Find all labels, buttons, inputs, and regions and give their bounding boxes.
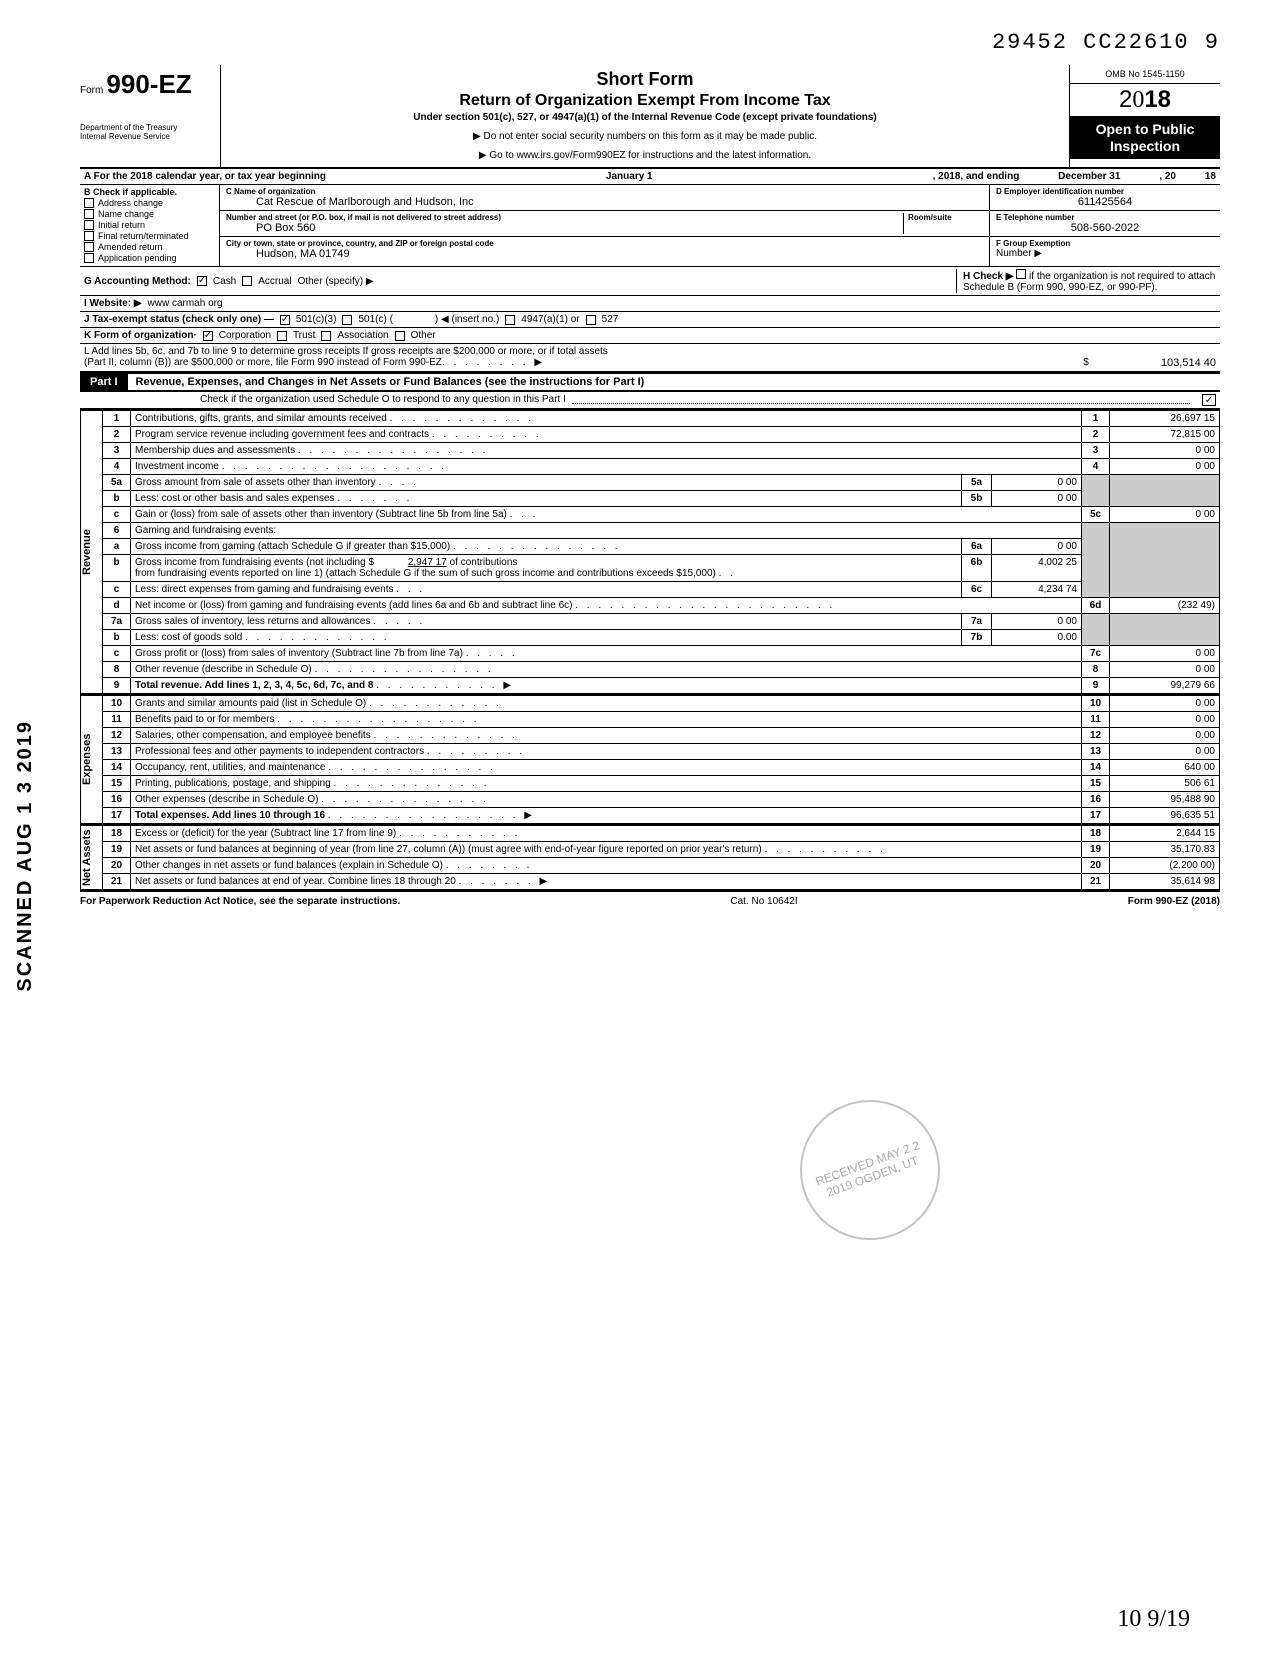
- addr-label: Number and street (or P.O. box, if mail …: [226, 213, 903, 222]
- part1-header: Part I Revenue, Expenses, and Changes in…: [80, 372, 1220, 392]
- chk-schedO[interactable]: ✓: [1202, 394, 1216, 406]
- entity-info-grid: B Check if applicable. Address change Na…: [80, 185, 1220, 267]
- chk-4947[interactable]: [505, 315, 515, 325]
- h-label: H Check ▶: [963, 271, 1013, 282]
- k-label: K Form of organization·: [84, 330, 197, 341]
- omb-number: OMB No 1545-1150: [1070, 65, 1220, 84]
- l-amount: 103,514 40: [1096, 357, 1216, 369]
- f-group-label: F Group Exemption: [996, 239, 1214, 248]
- org-city: Hudson, MA 01749: [226, 248, 983, 260]
- form-header: Form 990-EZ Department of the Treasury I…: [80, 65, 1220, 169]
- scanned-stamp: SCANNED AUG 1 3 2019: [14, 720, 37, 992]
- form-label: Form: [80, 85, 103, 96]
- chk-final[interactable]: [84, 231, 94, 241]
- chk-pending[interactable]: [84, 253, 94, 263]
- chk-corp[interactable]: [203, 331, 213, 341]
- org-address: PO Box 560: [226, 222, 903, 234]
- g-label: G Accounting Method:: [84, 276, 191, 287]
- title-under: Under section 501(c), 527, or 4947(a)(1)…: [225, 112, 1065, 123]
- ein-value: 611425564: [996, 196, 1214, 208]
- title-sub: Return of Organization Exempt From Incom…: [225, 92, 1065, 110]
- chk-527[interactable]: [586, 315, 596, 325]
- d-ein-label: D Employer identification number: [996, 187, 1214, 196]
- chk-initial[interactable]: [84, 220, 94, 230]
- received-stamp: RECEIVED MAY 2 2 2019 OGDEN, UT: [780, 1080, 959, 1259]
- dept-irs: Internal Revenue Service: [80, 133, 214, 142]
- f-number-label: Number ▶: [996, 248, 1214, 259]
- c-name-label: C Name of organization: [226, 187, 983, 196]
- page-footer: For Paperwork Reduction Act Notice, see …: [80, 892, 1220, 907]
- chk-trust[interactable]: [277, 331, 287, 341]
- phone-value: 508-560-2022: [996, 222, 1214, 234]
- room-label: Room/suite: [908, 213, 983, 222]
- org-name: Cat Rescue of Marlborough and Hudson, In…: [226, 196, 983, 208]
- city-label: City or town, state or province, country…: [226, 239, 983, 248]
- i-website-label: I Website: ▶: [84, 298, 142, 309]
- top-stamp: 29452 CC22610 9: [80, 30, 1220, 55]
- open-public: Open to Public: [1072, 121, 1218, 138]
- chk-scheduleb[interactable]: [1016, 269, 1026, 279]
- j-label: J Tax-exempt status (check only one) —: [84, 314, 274, 325]
- website-value: www carmah org: [148, 298, 223, 309]
- chk-amended[interactable]: [84, 242, 94, 252]
- title-main: Short Form: [225, 69, 1065, 90]
- chk-accrual[interactable]: [242, 276, 252, 286]
- tax-year: 20201818: [1070, 84, 1220, 117]
- sched-o-note: Check if the organization used Schedule …: [200, 394, 566, 406]
- expenses-label: Expenses: [81, 696, 102, 823]
- row-a-period: A For the 2018 calendar year, or tax yea…: [80, 169, 1220, 185]
- chk-namechange[interactable]: [84, 209, 94, 219]
- note-nosocial: Do not enter social security numbers on …: [473, 131, 817, 142]
- chk-cash[interactable]: [197, 276, 207, 286]
- chk-501c[interactable]: [342, 315, 352, 325]
- note-goto: Go to www.irs.gov/Form990EZ for instruct…: [479, 150, 811, 161]
- netassets-label: Net Assets: [81, 826, 102, 889]
- form-number: 990-EZ: [106, 69, 191, 99]
- inspection: Inspection: [1072, 138, 1218, 155]
- l-line2: (Part II, column (B)) are $500,000 or mo…: [84, 357, 442, 369]
- chk-other[interactable]: [395, 331, 405, 341]
- chk-address[interactable]: [84, 198, 94, 208]
- l-line1: L Add lines 5b, 6c, and 7b to line 9 to …: [84, 346, 1216, 357]
- b-header: B Check if applicable.: [84, 187, 215, 197]
- chk-501c3[interactable]: [280, 315, 290, 325]
- revenue-label: Revenue: [81, 411, 102, 693]
- handwritten-note: 10 9/19: [1117, 1606, 1190, 1633]
- part1-table: Revenue 1Contributions, gifts, grants, a…: [80, 409, 1220, 694]
- chk-assoc[interactable]: [321, 331, 331, 341]
- e-phone-label: E Telephone number: [996, 213, 1214, 222]
